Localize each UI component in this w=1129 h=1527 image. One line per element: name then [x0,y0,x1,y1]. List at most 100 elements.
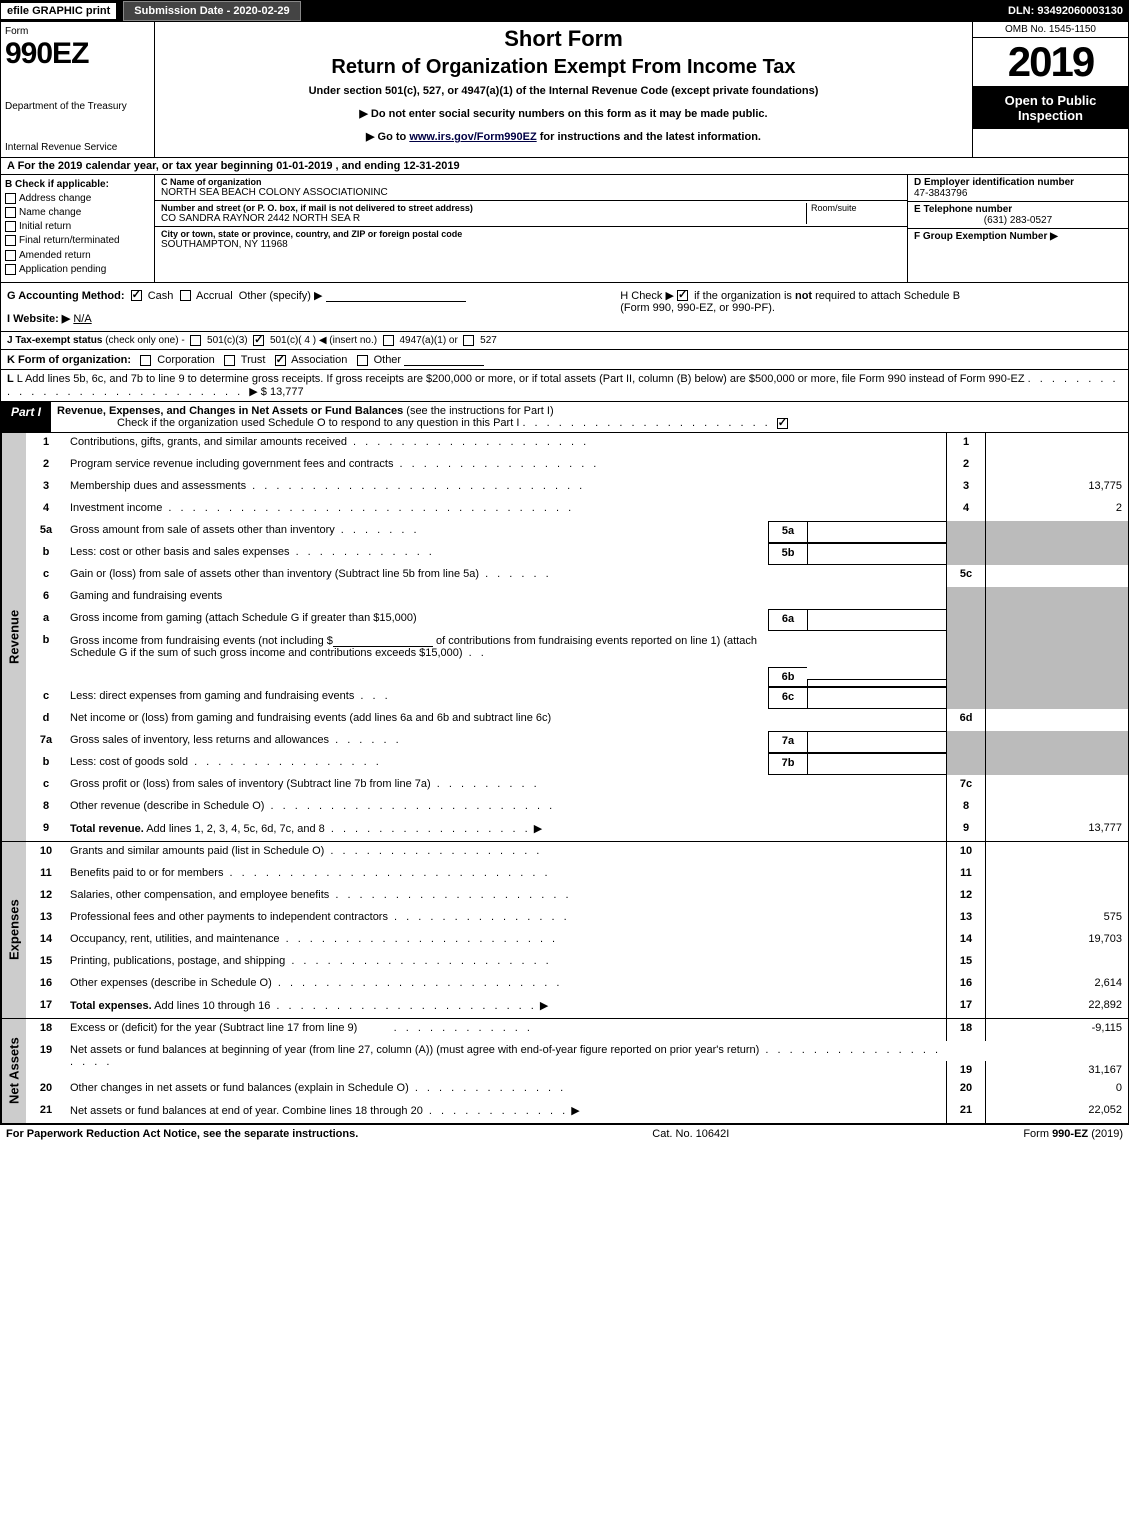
j-501c3: 501(c)(3) [207,335,248,346]
line-19: 19Net assets or fund balances at beginni… [26,1041,1128,1079]
j-527: 527 [480,335,497,346]
check-corporation[interactable] [140,355,151,366]
h-mid: if the organization is [694,290,795,302]
addr-label: Number and street (or P. O. box, if mail… [161,203,806,213]
part1-title-block: Revenue, Expenses, and Changes in Net As… [51,402,1128,432]
k-corp: Corporation [157,354,214,366]
line-18: 18Excess or (deficit) for the year (Subt… [26,1019,1128,1041]
ein-label: D Employer identification number [914,177,1074,188]
form-word: Form [5,26,150,37]
check-527[interactable] [463,335,474,346]
h-form: (Form 990, 990-EZ, or 990-PF). [620,302,775,314]
expenses-side-label: Expenses [1,842,26,1018]
line-21: 21Net assets or fund balances at end of … [26,1101,1128,1123]
line-15: 15Printing, publications, postage, and s… [26,952,1128,974]
check-initial-return[interactable]: Initial return [5,221,150,232]
check-4947[interactable] [383,335,394,346]
part1-header: Part I Revenue, Expenses, and Changes in… [0,402,1129,433]
line-17: 17Total expenses. Add lines 10 through 1… [26,996,1128,1018]
line-4: 4Investment income . . . . . . . . . . .… [26,499,1128,521]
row-l: L L Add lines 5b, 6c, and 7b to line 9 t… [0,370,1129,402]
j-sub: (check only one) - [105,335,184,346]
ein-value: 47-3843796 [914,188,967,199]
row-j: J Tax-exempt status (check only one) - 5… [0,332,1129,350]
irs-label: Internal Revenue Service [5,142,150,153]
line-2: 2Program service revenue including gover… [26,455,1128,477]
line-7a: 7aGross sales of inventory, less returns… [26,731,1128,753]
efile-print-button[interactable]: efile GRAPHIC print [0,2,117,20]
check-schedule-o[interactable] [777,418,788,429]
group-exemption-label: F Group Exemption Number ▶ [914,231,1058,242]
row-h: H Check ▶ if the organization is not req… [620,289,1122,325]
department-label: Department of the Treasury [5,101,150,112]
check-name-change[interactable]: Name change [5,207,150,218]
section-b: B Check if applicable: Address change Na… [1,175,155,282]
website-label: I Website: ▶ [7,313,70,325]
l-text: L Add lines 5b, 6c, and 7b to line 9 to … [17,373,1025,385]
open-public-badge: Open to Public Inspection [973,87,1128,129]
irs-link[interactable]: www.irs.gov/Form990EZ [409,131,536,143]
section-c: C Name of organization NORTH SEA BEACH C… [155,175,907,282]
line-11: 11Benefits paid to or for members . . . … [26,864,1128,886]
header-center: Short Form Return of Organization Exempt… [155,22,972,157]
subtitle: Under section 501(c), 527, or 4947(a)(1)… [159,85,968,97]
net-assets-block: Net Assets 18Excess or (deficit) for the… [0,1019,1129,1124]
check-501c[interactable] [253,335,264,346]
check-h-schedule-b[interactable] [677,290,688,301]
netassets-side-label: Net Assets [1,1019,26,1123]
footer-left: For Paperwork Reduction Act Notice, see … [6,1128,358,1140]
dln-label: DLN: 93492060003130 [1008,5,1129,17]
part1-label: Part I [1,402,51,432]
short-form-title: Short Form [159,26,968,52]
k-label: K Form of organization: [7,354,131,366]
check-501c3[interactable] [190,335,201,346]
line-3: 3Membership dues and assessments . . . .… [26,477,1128,499]
line-6b: bGross income from fundraising events (n… [26,631,1128,687]
footer-right: Form 990-EZ (2019) [1023,1128,1123,1140]
line-12: 12Salaries, other compensation, and empl… [26,886,1128,908]
revenue-side-label: Revenue [1,433,26,841]
line-20: 20Other changes in net assets or fund ba… [26,1079,1128,1101]
main-title: Return of Organization Exempt From Incom… [159,56,968,79]
check-amended-return[interactable]: Amended return [5,250,150,261]
k-other-input[interactable] [404,353,484,366]
note-no-ssn: ▶ Do not enter social security numbers o… [159,107,968,120]
check-trust[interactable] [224,355,235,366]
check-address-change[interactable]: Address change [5,193,150,204]
h-post: required to attach Schedule B [815,290,960,302]
check-cash[interactable] [131,290,142,301]
line-7c: cGross profit or (loss) from sales of in… [26,775,1128,797]
form-header: Form 990EZ Department of the Treasury In… [0,22,1129,158]
h-not: not [795,290,812,302]
org-name-label: C Name of organization [161,177,901,187]
expenses-block: Expenses 10Grants and similar amounts pa… [0,842,1129,1019]
other-label: Other (specify) ▶ [239,290,323,302]
k-trust: Trust [241,354,266,366]
check-final-return[interactable]: Final return/terminated [5,235,150,246]
room-suite-label: Room/suite [806,203,901,224]
omb-number: OMB No. 1545-1150 [973,22,1128,38]
line-8: 8Other revenue (describe in Schedule O) … [26,797,1128,819]
city-label: City or town, state or province, country… [161,229,901,239]
section-def: D Employer identification number 47-3843… [907,175,1128,282]
k-assoc: Association [291,354,347,366]
check-application-pending[interactable]: Application pending [5,264,150,275]
check-other-org[interactable] [357,355,368,366]
phone-value: (631) 283-0527 [914,215,1122,226]
line-10: 10Grants and similar amounts paid (list … [26,842,1128,864]
part1-check-o-text: Check if the organization used Schedule … [117,417,519,429]
other-specify-input[interactable] [326,289,466,302]
line-6: 6Gaming and fundraising events [26,587,1128,609]
h-pre: H Check ▶ [620,290,677,302]
top-bar: efile GRAPHIC print Submission Date - 20… [0,0,1129,22]
info-block: B Check if applicable: Address change Na… [0,175,1129,283]
line-13: 13Professional fees and other payments t… [26,908,1128,930]
org-name: NORTH SEA BEACH COLONY ASSOCIATIONINC [161,187,901,198]
accrual-label: Accrual [196,290,233,302]
line-9: 9Total revenue. Add lines 1, 2, 3, 4, 5c… [26,819,1128,841]
check-association[interactable] [275,355,286,366]
website-value: N/A [73,313,91,325]
form-number: 990EZ [5,37,150,71]
check-accrual[interactable] [180,290,191,301]
j-4947: 4947(a)(1) or [399,335,457,346]
